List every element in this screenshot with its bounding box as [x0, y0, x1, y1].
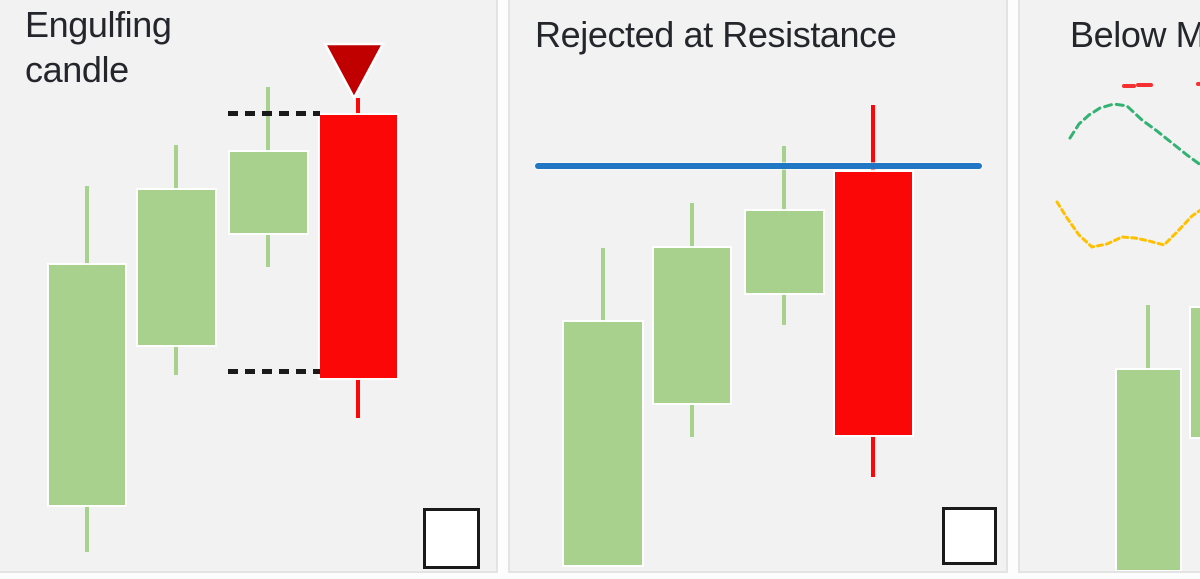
panel-title: Below M — [1070, 14, 1200, 55]
candle-body-bearish — [317, 113, 399, 380]
engulfing-pattern-chart — [0, 0, 496, 571]
candle-body-bullish — [1114, 368, 1182, 571]
candle-body-bullish — [1189, 306, 1200, 439]
candle-body-bullish — [135, 188, 217, 347]
engulfing-range-dashed-line — [228, 111, 320, 116]
candle-body-bullish — [562, 320, 644, 567]
sell-signal-triangle-icon — [322, 42, 386, 101]
resistance-pattern-chart — [510, 0, 1006, 571]
moving-average-pattern-chart — [1020, 0, 1200, 571]
candle-body-bullish — [47, 263, 127, 507]
panel-engulfing-candle: Engulfing candle — [0, 0, 498, 573]
answer-checkbox[interactable] — [423, 508, 480, 569]
panel-rejected-at-resistance: Rejected at Resistance — [508, 0, 1008, 573]
engulfing-range-dashed-line — [228, 369, 320, 374]
panel-title: Rejected at Resistance — [535, 14, 897, 55]
candle-body-bullish — [743, 209, 825, 295]
panel-title: Engulfing candle — [25, 4, 172, 90]
panel-below-moving-average: Below M — [1018, 0, 1200, 573]
moving-average-curve-orange — [1055, 200, 1200, 249]
resistance-line — [535, 163, 982, 169]
candle-body-bullish — [227, 150, 309, 235]
answer-checkbox[interactable] — [942, 507, 997, 565]
candle-body-bearish — [832, 170, 914, 437]
moving-average-curve-green — [1068, 102, 1200, 167]
candle-body-bullish — [652, 246, 732, 405]
